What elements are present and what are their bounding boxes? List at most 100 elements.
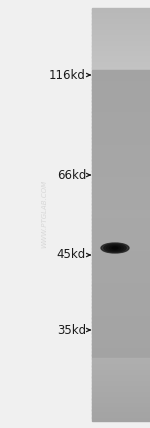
Bar — [92, 213, 150, 214]
Bar — [92, 82, 150, 84]
Bar — [92, 305, 150, 306]
Bar — [92, 346, 150, 348]
Bar — [92, 279, 150, 280]
Bar — [92, 118, 150, 120]
Bar — [92, 229, 150, 231]
Bar — [92, 57, 150, 59]
Bar — [92, 243, 150, 245]
Bar — [92, 38, 150, 40]
Bar — [92, 389, 150, 390]
Bar — [92, 373, 150, 375]
Bar — [92, 399, 150, 401]
Bar — [92, 340, 150, 342]
Bar — [92, 98, 150, 101]
Bar — [92, 123, 150, 125]
Bar — [92, 228, 150, 229]
Bar — [92, 256, 150, 259]
Bar — [92, 327, 150, 328]
Bar — [92, 419, 150, 420]
Bar — [92, 167, 150, 169]
Bar — [92, 151, 150, 153]
Bar — [92, 22, 150, 24]
Text: 116kd: 116kd — [49, 68, 86, 81]
Bar — [92, 214, 150, 216]
Bar — [92, 407, 150, 410]
Bar — [92, 233, 150, 235]
Text: WWW.PTGLAB.COM: WWW.PTGLAB.COM — [41, 180, 47, 248]
Bar — [92, 211, 150, 213]
Bar — [92, 313, 150, 315]
Bar — [92, 345, 150, 346]
Bar — [92, 130, 150, 132]
Bar — [92, 12, 150, 14]
Bar — [92, 80, 150, 81]
Bar — [92, 284, 150, 286]
Bar — [92, 244, 150, 246]
Bar — [92, 269, 150, 271]
Bar — [92, 159, 150, 161]
Bar — [92, 414, 150, 416]
Ellipse shape — [107, 245, 123, 251]
Bar — [92, 261, 150, 262]
Bar — [92, 49, 150, 51]
Bar — [92, 351, 150, 353]
Bar — [92, 39, 150, 42]
Bar — [92, 417, 150, 419]
Bar — [92, 160, 150, 162]
Bar — [92, 19, 150, 21]
Bar — [92, 288, 150, 290]
Bar — [92, 128, 150, 129]
Bar — [92, 122, 150, 124]
Bar — [92, 181, 150, 183]
Bar — [92, 342, 150, 344]
Bar — [92, 126, 150, 128]
Bar — [92, 310, 150, 312]
Bar — [92, 15, 150, 17]
Bar — [92, 103, 150, 104]
Bar — [92, 241, 150, 244]
Bar — [92, 62, 150, 63]
Ellipse shape — [112, 247, 118, 249]
Bar — [92, 92, 150, 94]
Bar — [92, 258, 150, 260]
Bar — [92, 48, 150, 50]
Bar — [92, 89, 150, 91]
Bar — [92, 188, 150, 190]
Bar — [92, 231, 150, 232]
Bar — [92, 21, 150, 22]
Bar — [92, 255, 150, 257]
Bar — [92, 55, 150, 56]
Bar — [92, 113, 150, 114]
Bar — [92, 361, 150, 363]
Bar — [92, 357, 150, 359]
Bar — [92, 236, 150, 238]
Bar — [92, 71, 150, 73]
Bar — [92, 320, 150, 321]
Bar — [92, 386, 150, 387]
Bar — [92, 405, 150, 407]
Bar — [92, 141, 150, 143]
Bar — [92, 162, 150, 163]
Bar — [92, 377, 150, 379]
Bar — [92, 172, 150, 173]
Bar — [92, 282, 150, 285]
Bar — [92, 220, 150, 221]
Bar — [92, 45, 150, 47]
Bar — [92, 36, 150, 37]
Bar — [92, 335, 150, 337]
Bar — [92, 226, 150, 228]
Bar — [92, 223, 150, 226]
Bar — [92, 199, 150, 201]
Bar — [92, 384, 150, 386]
Text: 66kd: 66kd — [57, 169, 86, 181]
Bar — [92, 208, 150, 211]
Bar — [92, 368, 150, 370]
Bar — [92, 26, 150, 28]
Bar — [92, 221, 150, 223]
Bar — [92, 137, 150, 139]
Bar — [92, 232, 150, 234]
Bar — [92, 300, 150, 303]
Bar — [92, 133, 150, 135]
Bar — [92, 101, 150, 103]
Bar — [92, 325, 150, 327]
